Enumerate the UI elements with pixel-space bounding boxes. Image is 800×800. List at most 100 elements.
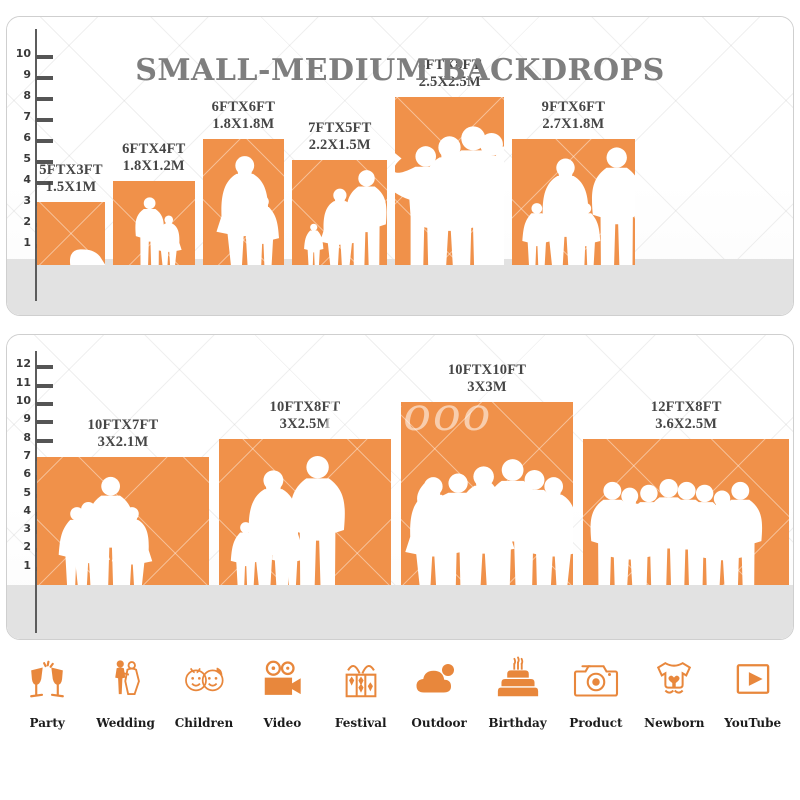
icon-label: Party (29, 716, 65, 730)
bar-lattice-texture (292, 160, 388, 265)
icon-label: Wedding (96, 716, 155, 730)
chart-floor-strip (7, 259, 793, 315)
bar-caption: 10FTX7FT 3X2.1M (7, 417, 239, 451)
bar-caption: 7FTX5FT 2.2X1.5M (262, 120, 417, 154)
backdrop-size-bar (292, 160, 388, 265)
y-tick-label: 5 (23, 152, 31, 165)
icon-cell-festival[interactable]: Festival (323, 648, 399, 730)
y-tick-label: 4 (23, 503, 31, 517)
backdrop-size-bar (401, 402, 573, 585)
icon-label: Product (569, 716, 623, 730)
bar-lattice-texture (113, 181, 195, 265)
bar-caption-feet: 10FTX7FT (87, 416, 159, 433)
icon-label: Outdoor (411, 716, 467, 730)
y-tick-mark (36, 160, 53, 164)
y-tick-mark (36, 181, 53, 185)
bar-caption-feet: 6FTX4FT (122, 141, 186, 157)
backdrop-size-bar (512, 139, 635, 265)
bar-caption: 8FTX8FT 2.5X2.5M (365, 57, 534, 91)
camera-icon (565, 648, 627, 710)
chart-panel-large: 12 11 10 9 8 7 6 5 4 3 2 1 10FTX7FT 3X2.1M (6, 334, 794, 640)
icon-cell-birthday[interactable]: Birthday (480, 648, 556, 730)
bar-caption-feet: 8FTX8FT (418, 57, 482, 73)
birthday-cake-icon (487, 648, 549, 710)
y-tick-label: 3 (23, 194, 31, 207)
y-tick-label: 7 (23, 110, 31, 123)
icon-label: Children (174, 716, 234, 730)
bar-caption-meters: 2.5X2.5M (418, 74, 481, 90)
y-tick-mark (36, 118, 53, 122)
children-faces-icon (173, 648, 235, 710)
bar-caption-feet: 7FTX5FT (308, 120, 372, 136)
icon-cell-newborn[interactable]: Newborn (636, 648, 712, 730)
bar-caption-feet: 5FTX3FT (39, 162, 103, 178)
bar-caption: 12FTX8FT 3.6X2.5M (553, 398, 793, 433)
icon-label: Festival (334, 716, 387, 730)
icon-cell-youtube[interactable]: YouTube (715, 648, 791, 730)
y-tick-label: 7 (23, 448, 31, 462)
bar-caption-meters: 2.2X1.5M (308, 137, 371, 153)
bar-caption: 6FTX4FT 1.8X1.2M (83, 141, 225, 175)
bar-caption-meters: 3.6X2.5M (655, 415, 718, 432)
y-tick-mark (36, 402, 53, 406)
icon-cell-party[interactable]: Party (9, 648, 85, 730)
y-tick-label: 11 (15, 375, 31, 389)
wedding-couple-icon (95, 648, 157, 710)
icon-label: Newborn (644, 716, 705, 730)
bar-caption-feet: 9FTX6FT (541, 99, 606, 115)
bar-lattice-texture (219, 438, 391, 585)
y-tick-label: 6 (23, 131, 31, 144)
icon-label: YouTube (724, 716, 782, 730)
backdrop-size-bar (202, 139, 285, 265)
bar-caption-meters: 1.8X1.8M (212, 116, 275, 132)
bar-caption-meters: 1.5X1M (45, 179, 97, 195)
icon-cell-wedding[interactable]: Wedding (88, 648, 164, 730)
bar-caption-feet: 6FTX6FT (211, 99, 276, 115)
icon-label: Birthday (488, 716, 547, 730)
y-tick-label: 2 (23, 540, 31, 554)
bar-caption-feet: 12FTX8FT (650, 398, 722, 415)
backdrop-size-bar (583, 438, 790, 585)
icon-cell-product[interactable]: Product (558, 648, 634, 730)
baby-onesie-icon (643, 648, 705, 710)
y-tick-label: 3 (23, 522, 31, 536)
play-button-icon (722, 648, 784, 710)
y-tick-mark (36, 76, 53, 80)
backdrop-size-bar (37, 202, 105, 265)
bar-lattice-texture (512, 139, 635, 265)
y-axis-top-chart (35, 29, 37, 301)
bar-lattice-texture (37, 202, 105, 265)
y-tick-mark (36, 97, 53, 101)
bar-caption-meters: 3X2.5M (279, 415, 331, 432)
y-tick-label: 8 (23, 430, 31, 444)
bar-lattice-texture (37, 456, 209, 585)
bar-caption-feet: 10FTX10FT (447, 362, 527, 378)
y-tick-label: 6 (23, 467, 31, 481)
icon-cell-outdoor[interactable]: Outdoor (401, 648, 477, 730)
video-camera-icon (251, 648, 313, 710)
bar-caption: 6FTX6FT 1.8X1.8M (173, 99, 315, 133)
bar-caption-meters: 3X2.1M (97, 433, 149, 450)
chart-floor-strip (7, 585, 793, 639)
page-title: SMALL-MEDIUM BACKDROPS (135, 53, 665, 89)
backdrop-size-bar (219, 438, 391, 585)
backdrop-size-bar (37, 456, 209, 585)
icon-label: Video (263, 716, 302, 730)
icon-cell-children[interactable]: Children (166, 648, 242, 730)
y-tick-label: 10 (15, 394, 31, 407)
bar-lattice-texture (202, 139, 285, 265)
bar-caption-feet: 10FTX8FT (269, 398, 341, 415)
icon-cell-video[interactable]: Video (244, 648, 320, 730)
y-tick-label: 8 (23, 89, 31, 102)
cloud-icon (408, 648, 470, 710)
y-tick-mark (36, 420, 53, 425)
y-tick-label: 9 (23, 412, 31, 426)
y-tick-mark (36, 55, 53, 59)
bar-lattice-texture (401, 402, 573, 585)
y-axis-bottom-chart (35, 351, 37, 633)
y-tick-label: 12 (15, 357, 31, 371)
bar-caption: 9FTX6FT 2.7X1.8M (482, 99, 664, 133)
y-tick-label: 9 (23, 68, 31, 81)
bar-caption: 10FTX10FT 3X3M (371, 362, 603, 396)
champagne-glasses-icon (16, 648, 78, 710)
